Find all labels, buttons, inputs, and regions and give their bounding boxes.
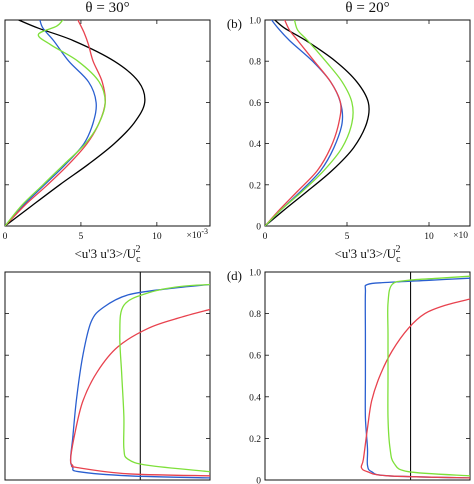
x-tick-label: 0 xyxy=(3,232,8,242)
x-exponent-label: ×10 xyxy=(453,231,468,241)
x-axis-label-sub: c xyxy=(136,254,141,265)
panel-d: 0 0.2 0.4 0.6 0.8 1.0 (d) xyxy=(227,268,471,484)
series-line-1 xyxy=(265,20,344,226)
series-line-0 xyxy=(69,283,210,479)
y-tick-label: 0.2 xyxy=(249,435,261,445)
series-group xyxy=(69,283,210,479)
x-tick-label: 0 xyxy=(263,232,268,242)
plot-frame xyxy=(264,271,471,481)
series-line-2 xyxy=(387,275,470,477)
y-tick-label: 0.2 xyxy=(249,181,261,191)
y-tick-label: 0.8 xyxy=(249,310,261,320)
y-tick-label: 0.8 xyxy=(249,58,261,68)
plot-frame xyxy=(4,19,211,227)
series-line-1 xyxy=(5,20,97,226)
series-line-2 xyxy=(265,20,342,226)
x-axis-label-sub: c xyxy=(396,254,401,265)
panel-label: (b) xyxy=(227,16,242,31)
panel-label: (d) xyxy=(227,268,242,283)
x-axis-label-main: <u'3 u'3>/U xyxy=(334,246,396,261)
series-line-1 xyxy=(360,298,470,479)
y-tick-label: 0.4 xyxy=(249,140,261,150)
x-exponent-power: -3 xyxy=(201,227,208,236)
y-tick-label: 1.0 xyxy=(249,269,261,279)
x-axis-label-main: <u'3 u'3>/U xyxy=(74,246,136,261)
x-axis-label: <u'3 u'3>/Uc2 xyxy=(74,244,141,265)
x-tick-label: 5 xyxy=(79,232,84,242)
series-line-3 xyxy=(5,20,106,226)
x-exponent-label: ×10-3 xyxy=(186,227,208,241)
series-group xyxy=(265,20,370,226)
y-tick-label: 0 xyxy=(256,477,261,484)
x-exponent-base: ×10 xyxy=(186,231,201,241)
y-tick-label: 0.6 xyxy=(249,99,261,109)
panel-c xyxy=(4,271,211,481)
series-group xyxy=(5,20,146,226)
panel-b: 0 0.2 0.4 0.6 0.8 1.0 0 5 10 ×10 θ = 20° (b) <u'3 u'… xyxy=(227,0,471,265)
y-tick-label: 0 xyxy=(256,223,261,233)
chart-title: θ = 30° xyxy=(85,0,129,16)
series-line-0 xyxy=(5,20,146,226)
series-line-2 xyxy=(119,283,210,473)
plot-frame xyxy=(264,19,471,227)
series-group xyxy=(360,275,470,479)
chart-title: θ = 20° xyxy=(345,0,389,16)
series-line-1 xyxy=(69,308,210,477)
panel-a: 0 5 10 ×10-3 θ = 30° <u'3 u'3>/Uc2 xyxy=(3,0,211,265)
x-tick-label: 5 xyxy=(345,232,350,242)
x-exponent-base: ×10 xyxy=(453,231,468,241)
y-tick-label: 0.6 xyxy=(249,352,261,362)
y-tick-label: 1.0 xyxy=(249,17,261,27)
series-line-0 xyxy=(364,277,470,479)
x-tick-label: 10 xyxy=(152,232,162,242)
series-line-3 xyxy=(265,20,354,226)
series-line-0 xyxy=(265,20,370,226)
x-tick-label: 10 xyxy=(424,232,434,242)
series-line-2 xyxy=(5,20,106,226)
y-tick-label: 0.4 xyxy=(249,393,261,403)
x-axis-label-sup: 2 xyxy=(396,244,401,255)
plot-frame xyxy=(4,271,211,481)
x-axis-label: <u'3 u'3>/Uc2 xyxy=(334,244,401,265)
x-axis-label-sup: 2 xyxy=(136,244,141,255)
